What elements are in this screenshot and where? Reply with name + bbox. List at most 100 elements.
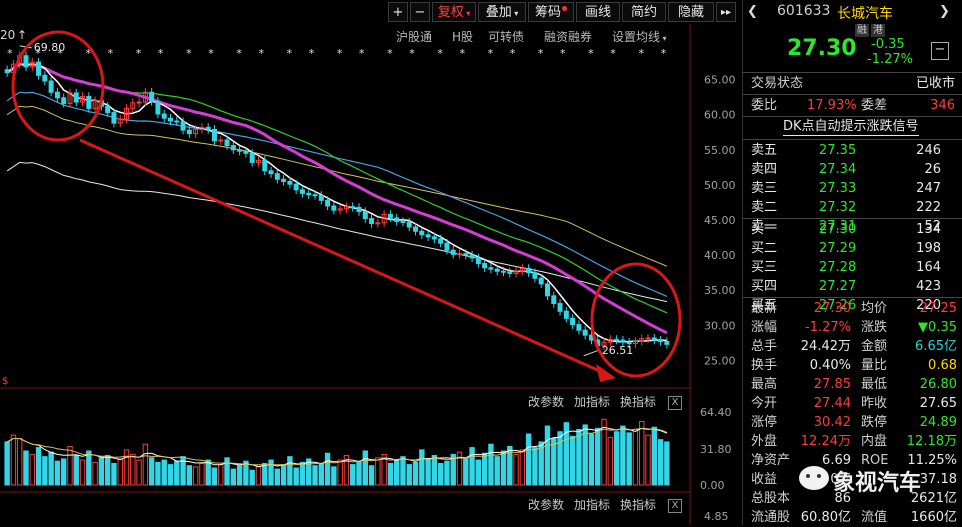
diejia-dropdown[interactable]: 叠加 ▾: [478, 2, 526, 22]
stat-value: 6.65亿: [915, 339, 957, 354]
chevron-down-icon: ▾: [660, 34, 667, 43]
chouma-button[interactable]: 筹码: [528, 2, 574, 22]
volume-bar: [174, 460, 180, 486]
volume-bar: [475, 459, 482, 486]
volume-bar: [293, 467, 299, 486]
candle-body: [350, 206, 356, 209]
bid-volume: 220: [916, 298, 941, 313]
candle-body: [4, 69, 10, 74]
candle-body: [431, 236, 437, 240]
volume-bar: [626, 432, 632, 486]
weibi-value: 17.93%: [807, 98, 857, 113]
volume-bar: [381, 453, 387, 486]
stat-value: ▼0.35: [918, 320, 957, 335]
candle-body: [475, 257, 481, 265]
candle-body: [92, 100, 98, 109]
volume-bar: [111, 462, 117, 486]
chevron-down-icon: ▾: [463, 9, 471, 18]
volume-bar: [481, 452, 488, 486]
jiazhibiao-button-2[interactable]: 加指标: [574, 498, 611, 512]
volume-bar: [148, 457, 155, 486]
period-label: 20: [0, 28, 16, 42]
volume-bar: [155, 461, 161, 486]
volume-bar: [400, 456, 406, 486]
rongzirongquan-link[interactable]: 融资融券: [544, 30, 593, 44]
volume-bar: [582, 424, 588, 486]
jiazhibiao-button[interactable]: 加指标: [574, 395, 611, 409]
ask-price: 27.35: [819, 143, 857, 158]
zoom-in-button[interactable]: +: [388, 2, 408, 22]
volume-bar: [356, 460, 362, 486]
bid-volume: 198: [916, 241, 941, 256]
signal-star-icon: *: [208, 47, 214, 60]
close-icon[interactable]: X: [664, 496, 682, 514]
zoom-out-button[interactable]: −: [410, 2, 430, 22]
divider: [743, 116, 962, 117]
fast-forward-icon[interactable]: ▸▸: [716, 2, 736, 22]
set-ma-dropdown[interactable]: 设置均线 ▾: [612, 28, 667, 45]
candle-body: [255, 159, 261, 163]
volume-bar: [73, 455, 79, 486]
candle-body: [42, 74, 48, 82]
stats-row: 外盘 12.24万 内盘 12.18万: [743, 432, 962, 451]
candle-body: [161, 113, 167, 119]
candle-body: [168, 117, 173, 122]
ask-level-label: 卖三: [751, 181, 778, 196]
forward-chevron-icon[interactable]: ❯: [939, 4, 950, 19]
huanzhibiao-button[interactable]: 换指标: [620, 395, 657, 409]
candle-body: [400, 220, 406, 223]
ask-row: 卖五 27.35 246: [743, 141, 962, 160]
signal-star-icon: *: [186, 47, 192, 60]
kezhuanzhai-link[interactable]: 可转债: [488, 30, 525, 44]
volume-bar: [60, 458, 67, 486]
candle-body: [664, 340, 670, 345]
gaicanshu-button-2[interactable]: 改参数: [528, 498, 565, 512]
price-tick-label: 65.00: [704, 74, 736, 87]
ask-volume: 222: [916, 200, 941, 215]
hugutong-link[interactable]: 沪股通: [396, 30, 433, 44]
huanzhibiao-button-2[interactable]: 换指标: [620, 498, 657, 512]
dk-signal-link[interactable]: DK点自动提示涨跌信号: [783, 119, 919, 136]
volume-bar: [230, 468, 237, 486]
chart-toolbar: + − 复权 ▾ 叠加 ▾ 筹码 画线 简约 隐藏 ▸▸: [0, 0, 740, 24]
volume-bar: [48, 451, 54, 486]
candle-body: [193, 128, 199, 135]
ask-level-label: 卖五: [751, 143, 778, 158]
stats-row: 收益 0.7 37.18: [743, 470, 962, 489]
volume-bar: [299, 461, 306, 486]
volume-tick-label: 64.40: [700, 406, 732, 419]
notification-dot-icon: [562, 6, 567, 11]
yincang-button[interactable]: 隐藏: [668, 2, 714, 22]
candle-body: [570, 317, 576, 326]
collapse-button[interactable]: −: [931, 42, 949, 60]
bid-book: 买一 27.30 134 买二 27.29 198 买三 27.28 164 买四 27.27 423…: [743, 220, 962, 315]
signal-star-icon: *: [35, 47, 41, 60]
kline-chart[interactable]: 65.00 60.00 55.00 50.00 45.00 40.00 35.00 30.00…: [0, 0, 740, 525]
huaxian-button[interactable]: 画线: [576, 2, 620, 22]
volume-bar: [463, 457, 469, 486]
signal-star-icon: *: [638, 47, 644, 60]
close-icon[interactable]: X: [664, 393, 682, 411]
signal-star-icon: *: [108, 47, 114, 60]
stats-row: 最新 27.30 均价 27.25: [743, 299, 962, 318]
fuquan-dropdown[interactable]: 复权 ▾: [432, 2, 476, 22]
divider: [743, 139, 962, 140]
candle-body: [614, 338, 620, 341]
jianyue-button[interactable]: 简约: [622, 2, 666, 22]
gaicanshu-button[interactable]: 改参数: [528, 395, 565, 409]
volume-bar: [117, 458, 123, 486]
volume-bar: [318, 462, 324, 486]
volume-bar: [444, 460, 450, 486]
candle-body: [381, 213, 387, 224]
hgu-link[interactable]: H股: [452, 30, 474, 44]
stat-label: 涨幅: [751, 320, 778, 335]
price-change-pct: -1.27%: [867, 52, 913, 67]
gang-badge: 港: [871, 24, 885, 37]
price-tick-label: 55.00: [704, 144, 736, 157]
candle-body: [519, 267, 525, 272]
back-chevron-icon[interactable]: ❮: [747, 4, 758, 19]
candle-body: [237, 149, 243, 152]
candle-body: [268, 170, 274, 175]
volume-bar: [350, 464, 356, 486]
volume-bar: [280, 464, 287, 486]
